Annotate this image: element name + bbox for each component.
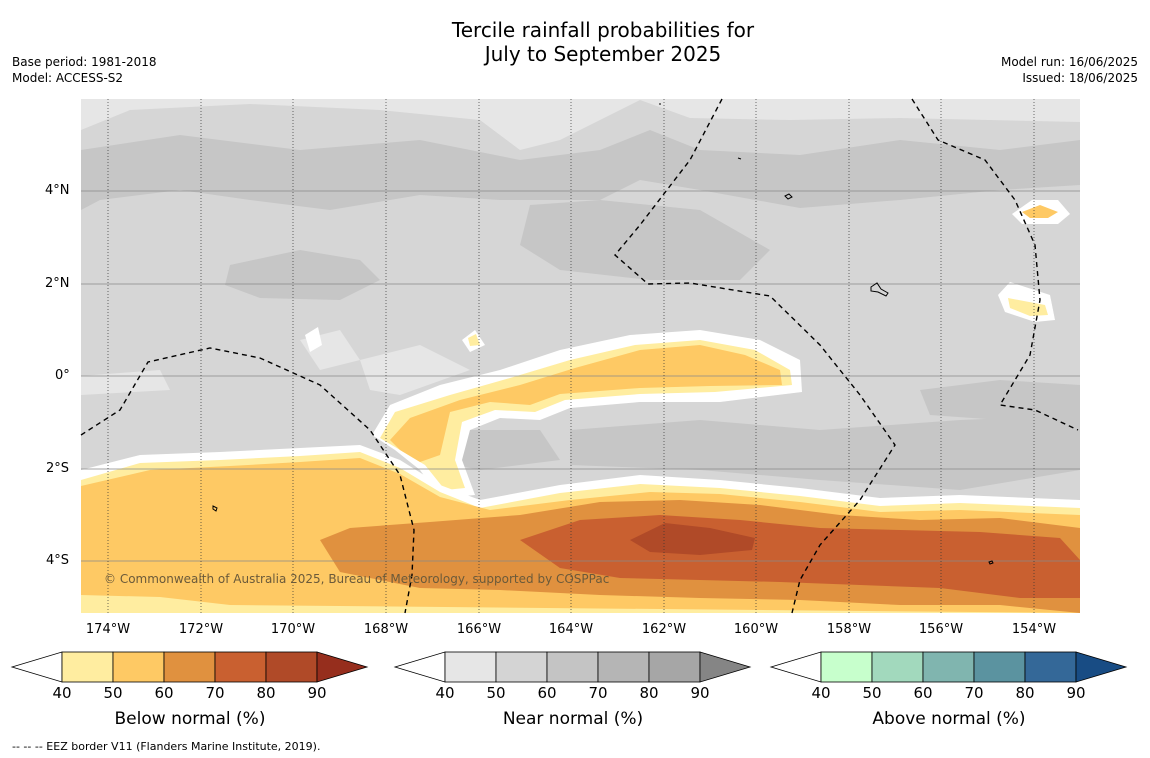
cb3-tick-80: 80 [1015, 684, 1035, 702]
near-normal-dark-patch4 [920, 380, 1080, 420]
cb3-tick-70: 70 [964, 684, 984, 702]
cb2-label: Near normal (%) [502, 709, 644, 729]
lat-tick-2s: 2°S [46, 461, 70, 476]
lat-tick-2n: 2°N [45, 276, 70, 291]
base-period: Base period: 1981-2018 [12, 55, 157, 69]
latitude-gridlines [81, 190, 1080, 562]
lon-tick-166w: 166°W [456, 622, 502, 637]
near-normal-dark-patch1 [225, 250, 380, 300]
cb1-tick-50: 50 [103, 684, 123, 702]
near-normal-dark-band-north [81, 130, 1080, 210]
below-normal-south-80-90 [630, 523, 755, 555]
issued-date: Issued: 18/06/2025 [1022, 71, 1138, 85]
cb3-tick-90: 90 [1066, 684, 1086, 702]
cb1-tick-80: 80 [256, 684, 276, 702]
lon-tick-164w: 164°W [548, 622, 594, 637]
cb3-tick-50: 50 [862, 684, 882, 702]
cb2-tick-40: 40 [435, 684, 455, 702]
cb2-tick-80: 80 [639, 684, 659, 702]
footnote-eez: -- -- -- EEZ border V11 (Flanders Marine… [12, 740, 321, 753]
lon-tick-172w: 172°W [178, 622, 224, 637]
lon-tick-170w: 170°W [270, 622, 316, 637]
title-line-1: Tercile rainfall probabilities for [451, 18, 755, 42]
near-normal-light-top [81, 99, 1080, 150]
lon-tick-168w: 168°W [363, 622, 409, 637]
below-normal-50-60-tongue [390, 345, 782, 462]
lon-tick-162w: 162°W [641, 622, 687, 637]
meta-left: Base period: 1981-2018 Model: ACCESS-S2 [12, 54, 157, 86]
cb3-label: Above normal (%) [872, 709, 1026, 729]
colorbar-above-normal [769, 651, 1128, 683]
cb2-tick-60: 60 [537, 684, 557, 702]
white-patch-west [305, 327, 322, 352]
cb1-tick-70: 70 [205, 684, 225, 702]
cb1-tick-90: 90 [307, 684, 327, 702]
islands [212, 103, 994, 565]
model-name: Model: ACCESS-S2 [12, 71, 124, 85]
cb2-tick-90: 90 [690, 684, 710, 702]
lat-tick-4s: 4°S [46, 553, 70, 568]
colorbar-below-normal [10, 651, 369, 683]
title-line-2: July to September 2025 [484, 42, 722, 66]
cb3-tick-40: 40 [811, 684, 831, 702]
cb2-tick-50: 50 [486, 684, 506, 702]
lon-tick-158w: 158°W [826, 622, 872, 637]
cb2-tick-70: 70 [588, 684, 608, 702]
lon-tick-160w: 160°W [733, 622, 779, 637]
below-normal-patch-east [1022, 205, 1058, 218]
near-normal-dark-patch2 [520, 200, 770, 280]
colorbar-near-normal [393, 651, 752, 683]
lon-tick-156w: 156°W [918, 622, 964, 637]
cb1-label: Below normal (%) [114, 709, 266, 729]
cb3-tick-60: 60 [913, 684, 933, 702]
lat-tick-0: 0° [55, 368, 70, 383]
below-normal-patch-mid [468, 334, 480, 346]
cb1-tick-60: 60 [154, 684, 174, 702]
copyright-notice: © Commonwealth of Australia 2025, Bureau… [104, 572, 610, 586]
eez-borders [80, 98, 1079, 614]
map-area [81, 99, 1080, 613]
lon-tick-174w: 174°W [85, 622, 131, 637]
lon-tick-154w: 154°W [1011, 622, 1057, 637]
map-title: Tercile rainfall probabilities for July … [0, 18, 1150, 66]
cb1-tick-40: 40 [52, 684, 72, 702]
near-normal-light-patch3 [360, 345, 470, 395]
lat-tick-4n: 4°N [45, 183, 70, 198]
model-run: Model run: 16/06/2025 [1000, 55, 1138, 69]
near-normal-dark-band-south [570, 415, 1080, 490]
meta-right: Model run: 16/06/2025 Issued: 18/06/2025 [1001, 54, 1138, 86]
